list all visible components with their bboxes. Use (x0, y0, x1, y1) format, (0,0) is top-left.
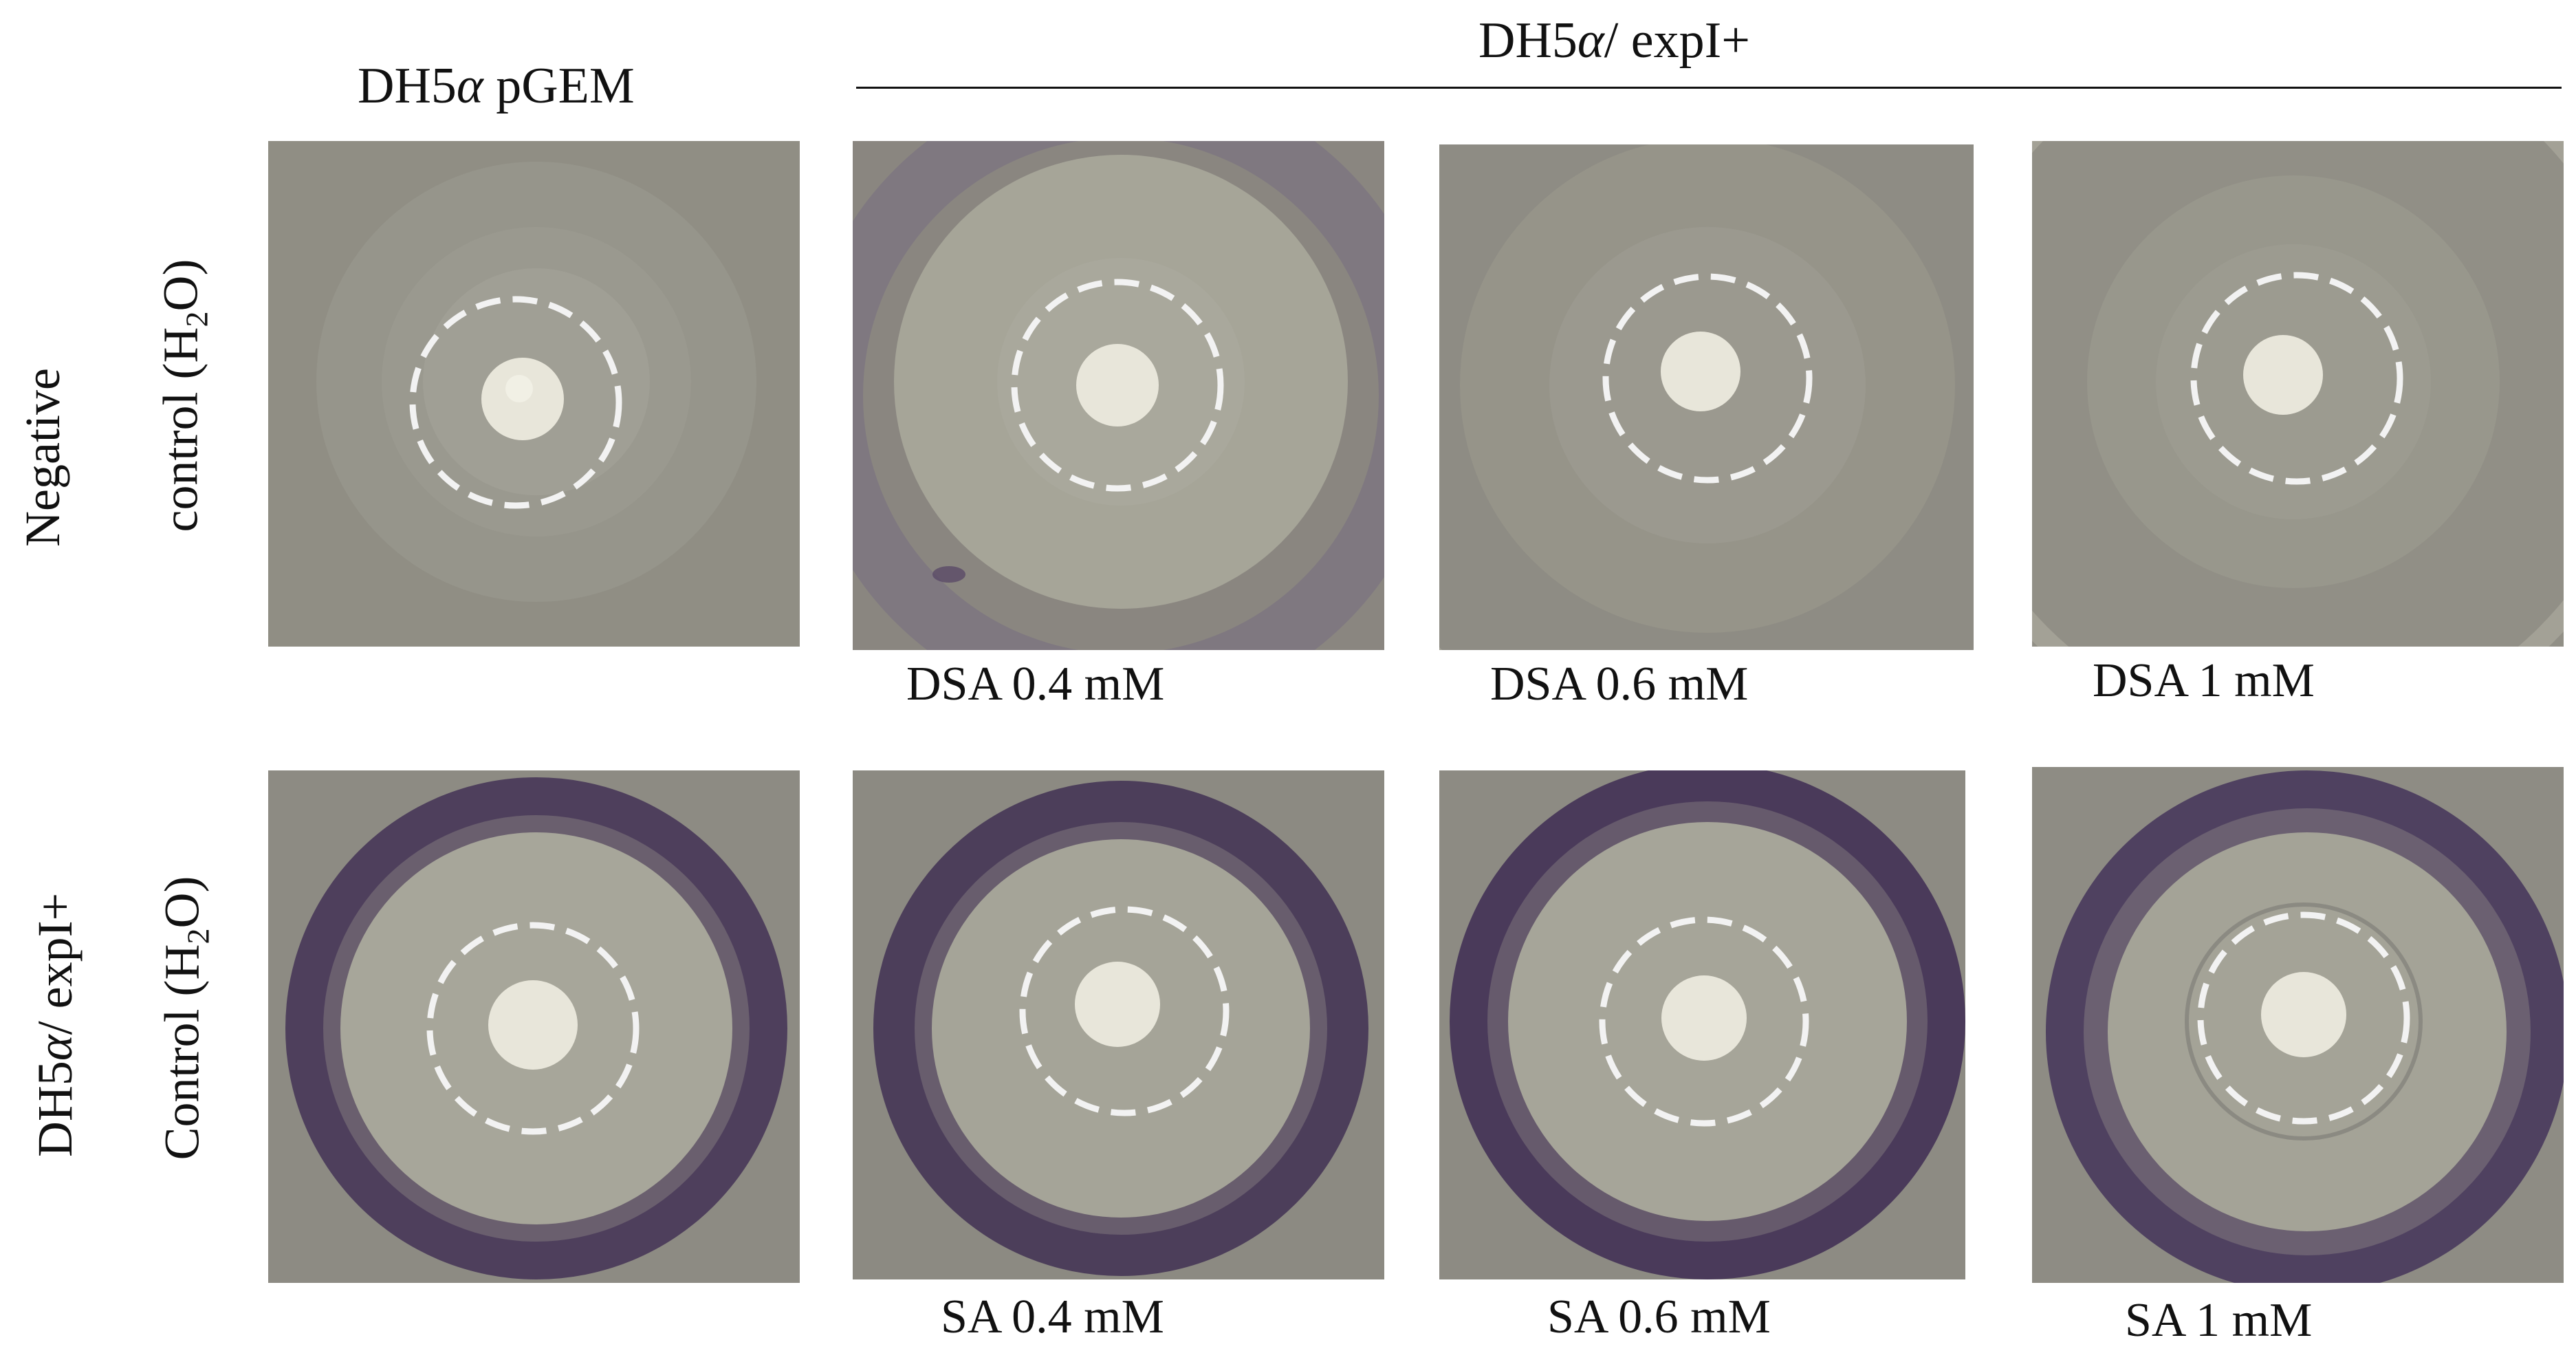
plate-row2-col1 (268, 770, 800, 1283)
row1-label-line2: control (H2O) (153, 259, 215, 532)
plate-row1-col3 (1439, 144, 1974, 650)
dashed-circle (1599, 916, 1809, 1127)
plate-row2-col2 (853, 770, 1384, 1279)
caption-row1-col4: DSA 1 mM (2093, 654, 2315, 707)
column-header-group: DH5α/ expI+ (1478, 12, 1751, 69)
dashed-circle (2190, 272, 2403, 485)
dashed-circle (1602, 273, 1813, 484)
row2-label-line1: DH5α/ expI+ (28, 892, 83, 1158)
plate-row1-col1 (268, 141, 800, 647)
caption-row2-col4: SA 1 mM (2125, 1294, 2313, 1347)
caption-row1-col3: DSA 0.6 mM (1490, 658, 1749, 711)
dashed-circle (426, 922, 640, 1135)
row2-label-line2: Control (H2O) (154, 876, 216, 1160)
plate-row2-col4 (2032, 767, 2564, 1283)
plate-row2-col3 (1439, 770, 1965, 1279)
dashed-circle (409, 296, 622, 509)
column-header-control: DH5α pGEM (358, 58, 635, 114)
dashed-circle (1019, 906, 1230, 1116)
plate-row1-col4 (2032, 141, 2564, 647)
plate-row1-col2 (853, 141, 1384, 650)
caption-row2-col3: SA 0.6 mM (1547, 1290, 1771, 1343)
row1-label-line1: Negative (15, 368, 70, 547)
caption-row2-col2: SA 0.4 mM (941, 1290, 1164, 1343)
dashed-circle (1011, 279, 1224, 492)
group-header-rule (856, 87, 2562, 89)
caption-row1-col2: DSA 0.4 mM (906, 658, 1165, 711)
dashed-circle (2197, 911, 2410, 1125)
